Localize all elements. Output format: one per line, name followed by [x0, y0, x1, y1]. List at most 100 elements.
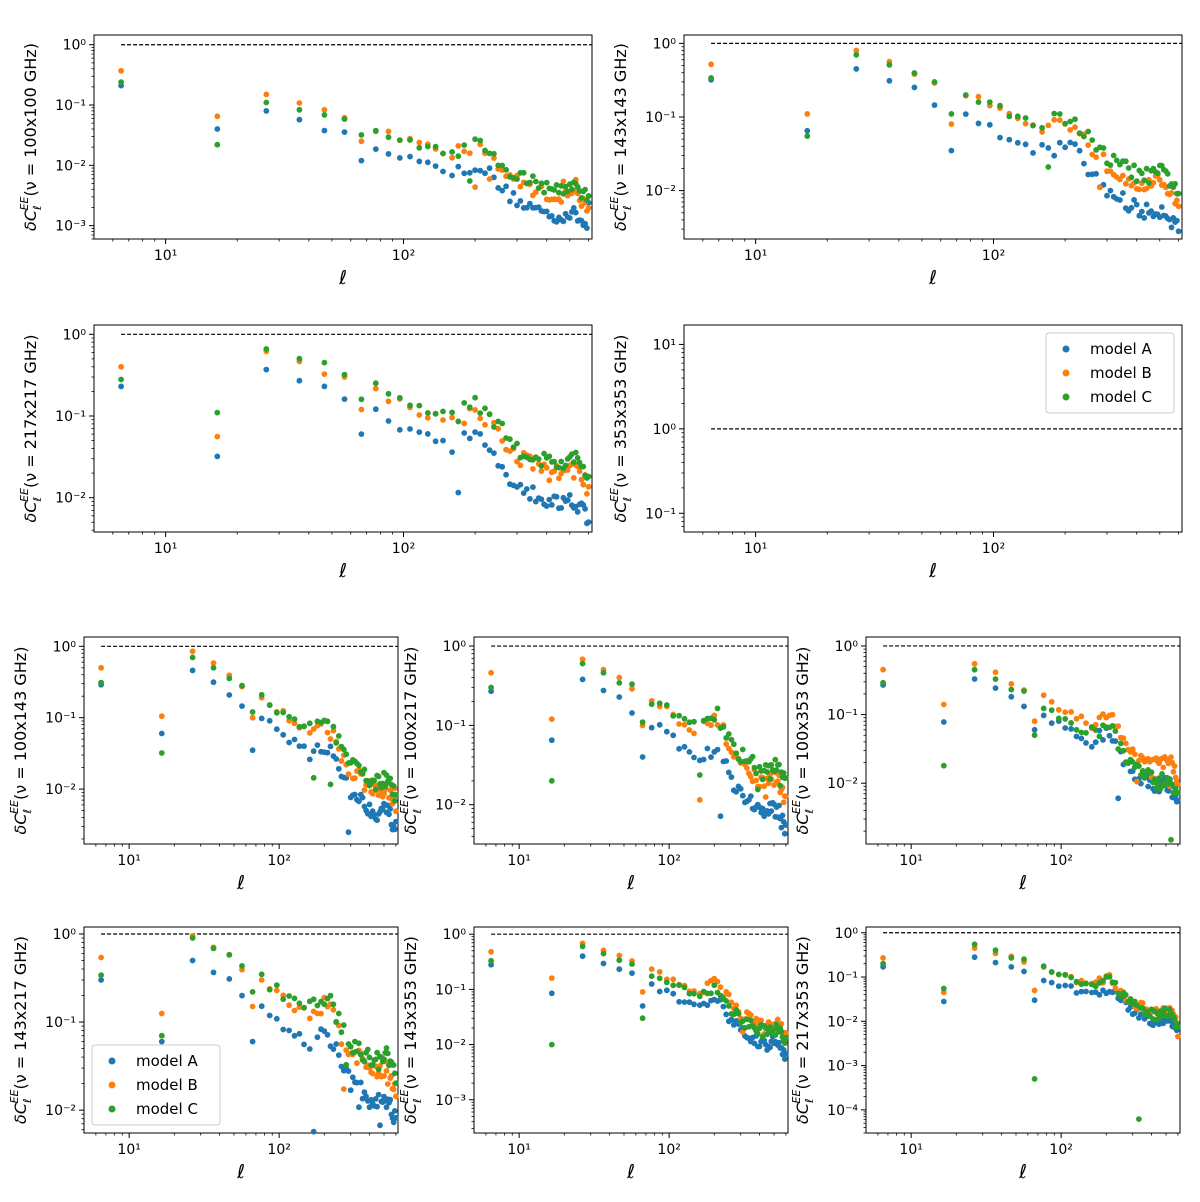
- data-point: [543, 464, 550, 471]
- data-point: [1175, 790, 1181, 796]
- data-point: [765, 780, 772, 787]
- data-point: [296, 1030, 303, 1037]
- data-point: [1073, 726, 1080, 733]
- data-point: [98, 664, 104, 671]
- data-point: [449, 449, 455, 455]
- x-tick-label: 10²: [1049, 1142, 1072, 1158]
- data-point: [499, 187, 506, 194]
- data-point: [296, 723, 303, 730]
- data-point: [579, 953, 586, 960]
- y-tick-label: 10⁻³: [435, 1093, 466, 1109]
- data-point: [391, 826, 398, 833]
- data-point: [1083, 740, 1089, 746]
- data-point: [461, 400, 468, 406]
- data-point: [723, 1011, 730, 1018]
- data-point: [189, 648, 196, 655]
- data-point: [1158, 204, 1165, 210]
- data-point: [286, 993, 292, 999]
- data-point: [971, 676, 978, 682]
- data-point: [321, 106, 328, 113]
- data-point: [585, 473, 592, 480]
- data-point: [1021, 688, 1027, 694]
- data-point: [387, 775, 394, 782]
- data-point: [358, 396, 365, 403]
- data-point: [393, 792, 399, 798]
- series-model-c: [880, 666, 1181, 843]
- data-point: [975, 93, 982, 100]
- data-point: [390, 1086, 397, 1093]
- data-point: [1022, 141, 1029, 148]
- data-point: [214, 141, 221, 148]
- data-point: [1150, 179, 1157, 186]
- data-point: [1129, 746, 1136, 753]
- data-point: [753, 770, 759, 777]
- data-point: [369, 1070, 376, 1077]
- data-point: [1096, 991, 1103, 998]
- data-point: [1008, 955, 1015, 961]
- y-tick-label: 10⁻²: [45, 782, 76, 798]
- data-point: [249, 1038, 256, 1045]
- data-point: [546, 496, 553, 503]
- data-point: [118, 79, 124, 85]
- data-point: [1164, 170, 1171, 177]
- data-point: [553, 493, 560, 500]
- data-point: [286, 717, 292, 724]
- data-point: [286, 1027, 292, 1034]
- data-point: [541, 189, 547, 196]
- y-tick-label: 10⁻³: [55, 219, 86, 235]
- data-point: [730, 741, 737, 748]
- data-point: [1078, 981, 1085, 988]
- data-point: [158, 1010, 165, 1017]
- data-point: [341, 116, 348, 122]
- data-point: [249, 714, 256, 721]
- x-axis-label: ℓ: [236, 872, 245, 894]
- data-point: [535, 185, 542, 192]
- data-point: [1165, 788, 1172, 794]
- series-model-a: [880, 676, 1181, 805]
- data-point: [530, 466, 536, 472]
- data-point: [532, 178, 539, 185]
- data-point: [514, 440, 520, 447]
- data-point: [416, 144, 423, 151]
- data-point: [1062, 716, 1069, 722]
- data-point: [776, 1039, 782, 1046]
- x-tick-label: 10²: [982, 248, 1005, 264]
- data-point: [158, 730, 165, 737]
- data-point: [393, 818, 399, 825]
- data-point: [424, 431, 431, 437]
- data-point: [385, 390, 392, 397]
- legend: model A model B model C: [91, 1044, 221, 1126]
- data-point: [338, 1041, 345, 1048]
- data-point: [340, 1086, 347, 1092]
- data-point: [1171, 1016, 1178, 1023]
- data-point: [708, 990, 714, 997]
- data-point: [1067, 126, 1074, 133]
- data-point: [214, 126, 221, 132]
- data-point: [551, 458, 558, 465]
- data-point: [239, 963, 245, 969]
- data-point: [992, 685, 999, 691]
- data-point: [214, 113, 221, 120]
- data-point: [118, 376, 124, 383]
- data-point: [911, 84, 918, 91]
- y-tick-label: 10⁻¹: [645, 110, 676, 126]
- data-point: [503, 166, 509, 173]
- data-point: [700, 756, 707, 763]
- x-axis-label: ℓ: [928, 560, 937, 582]
- legend-label: model B: [1090, 364, 1152, 382]
- y-tick-label: 10⁰: [53, 639, 77, 655]
- data-point: [1112, 738, 1119, 744]
- data-point: [714, 746, 721, 753]
- data-point: [440, 168, 446, 175]
- data-point: [1040, 977, 1047, 984]
- data-point: [472, 429, 478, 435]
- x-tick-label: 10¹: [117, 1142, 140, 1158]
- data-point: [356, 798, 362, 805]
- data-point: [249, 747, 256, 754]
- data-point: [291, 736, 298, 743]
- data-point: [310, 726, 317, 732]
- data-point: [780, 770, 787, 776]
- data-point: [249, 989, 256, 995]
- data-point: [189, 935, 196, 941]
- data-point: [538, 180, 545, 187]
